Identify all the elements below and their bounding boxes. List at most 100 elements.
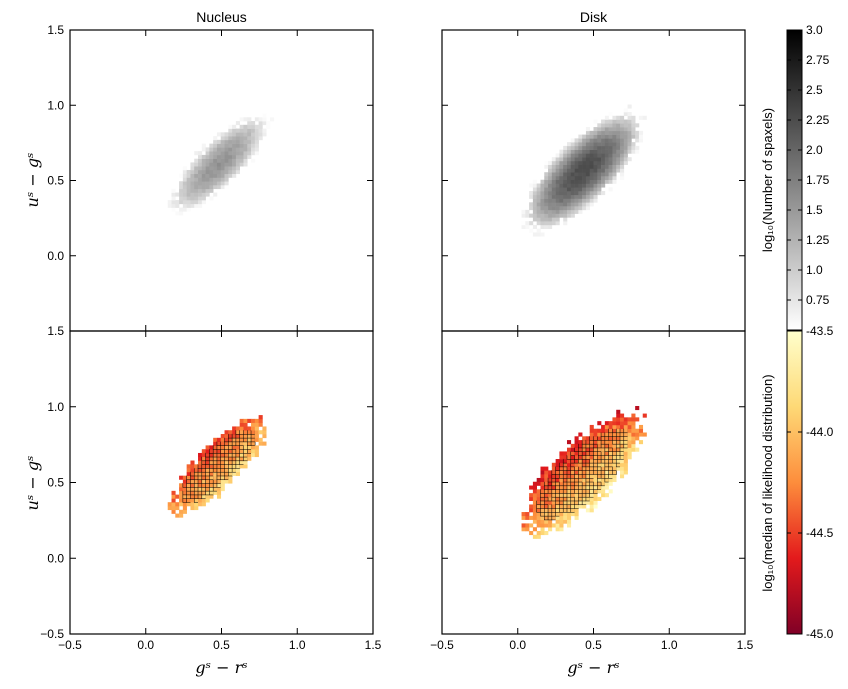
heatmap-cell [235, 441, 241, 446]
heatmap-cell [190, 479, 195, 484]
heatmap-cell [540, 481, 545, 486]
heatmap-cell [585, 202, 591, 207]
heatmap-cell [243, 452, 248, 458]
heatmap-cell [190, 203, 195, 208]
heatmap-cell [566, 451, 572, 456]
heatmap-cell [547, 511, 553, 517]
heatmap-cell [612, 127, 617, 132]
heatmap-cell [205, 169, 210, 175]
heatmap-cell [235, 132, 240, 137]
heatmap-cell [247, 429, 252, 435]
heatmap-cell [228, 433, 233, 439]
heatmap-cell [540, 511, 545, 517]
heatmap-cell [254, 136, 259, 141]
heatmap-cell [578, 496, 583, 502]
heatmap-cell [205, 173, 210, 178]
heatmap-cell [532, 485, 537, 490]
heatmap-cell [627, 421, 632, 426]
heatmap-cell [198, 185, 203, 190]
heatmap-cell [601, 462, 606, 467]
heatmap-cell [631, 428, 636, 433]
heatmap-cell [239, 158, 244, 163]
heatmap-cell [216, 132, 222, 137]
heatmap-cell [578, 454, 583, 460]
heatmap-cell [529, 530, 534, 536]
heatmap-cell [578, 149, 583, 154]
heatmap-cell [608, 489, 613, 494]
heatmap-cell [612, 428, 617, 434]
heatmap-cell [536, 534, 541, 539]
heatmap-cell [190, 188, 195, 193]
heatmap-cell [555, 496, 560, 502]
heatmap-cell [182, 502, 187, 507]
heatmap-cell [581, 443, 587, 449]
heatmap-cell [620, 424, 625, 430]
heatmap-cell [601, 130, 606, 135]
heatmap-cell [186, 490, 192, 496]
heatmap-cell [600, 458, 606, 464]
heatmap-cell [585, 149, 591, 154]
heatmap-cell [239, 422, 244, 427]
heatmap-cell [562, 492, 568, 498]
heatmap-cell [186, 464, 191, 469]
heatmap-cell [555, 157, 560, 162]
heatmap-cell [555, 160, 560, 165]
heatmap-cell [529, 206, 534, 211]
heatmap-cell [578, 138, 583, 143]
heatmap-cell [566, 512, 572, 517]
heatmap-cell [597, 160, 602, 165]
heatmap-cell [548, 527, 553, 532]
heatmap-cell [612, 123, 617, 128]
heatmap-cell [601, 485, 606, 490]
heatmap-cell [209, 181, 214, 186]
heatmap-cell [612, 454, 617, 460]
ytick-label: 1.0 [47, 98, 64, 112]
heatmap-cell [578, 142, 583, 147]
heatmap-cell [601, 134, 606, 139]
heatmap-cell [589, 504, 594, 509]
heatmap-cell [182, 475, 187, 480]
heatmap-cell [608, 440, 613, 445]
heatmap-cell [563, 160, 568, 165]
heatmap-cell [593, 187, 598, 192]
heatmap-cell [582, 187, 587, 192]
heatmap-cell [619, 454, 625, 460]
heatmap-cell [597, 187, 602, 192]
heatmap-cell [213, 437, 218, 442]
heatmap-cell [190, 486, 195, 492]
heatmap-cell [582, 138, 587, 143]
heatmap-cell [566, 191, 572, 196]
heatmap-cell [544, 530, 549, 536]
heatmap-cell [540, 530, 545, 536]
heatmap-cell [559, 508, 564, 513]
heatmap-cell [254, 124, 259, 129]
heatmap-cell [536, 523, 541, 528]
heatmap-cell [551, 217, 556, 222]
heatmap-cell [198, 460, 203, 465]
heatmap-cell [589, 424, 594, 430]
heatmap-cell [235, 468, 240, 473]
heatmap-cell [612, 451, 617, 456]
heatmap-cell [623, 451, 628, 456]
heatmap-cell [251, 449, 256, 454]
heatmap-cell [562, 500, 568, 506]
heatmap-cell [251, 151, 256, 156]
heatmap-cell [597, 440, 602, 445]
heatmap-cell [228, 448, 233, 454]
heatmap-cell [220, 434, 225, 439]
heatmap-cell [224, 143, 229, 148]
heatmap-cell [201, 486, 207, 492]
heatmap-cell [619, 451, 625, 456]
heatmap-cell [555, 164, 560, 169]
heatmap-cell [597, 183, 602, 188]
heatmap-cell [566, 179, 572, 184]
colorbar-top-label: log₁₀(Number of spaxels) [760, 108, 775, 252]
heatmap-cell [243, 117, 248, 122]
heatmap-cell [258, 441, 263, 446]
heatmap-cell [232, 173, 237, 178]
heatmap-cell [194, 200, 199, 205]
heatmap-cell [243, 429, 248, 435]
heatmap-cell [559, 515, 564, 520]
heatmap-cell [201, 456, 207, 462]
heatmap-cell [566, 515, 572, 520]
